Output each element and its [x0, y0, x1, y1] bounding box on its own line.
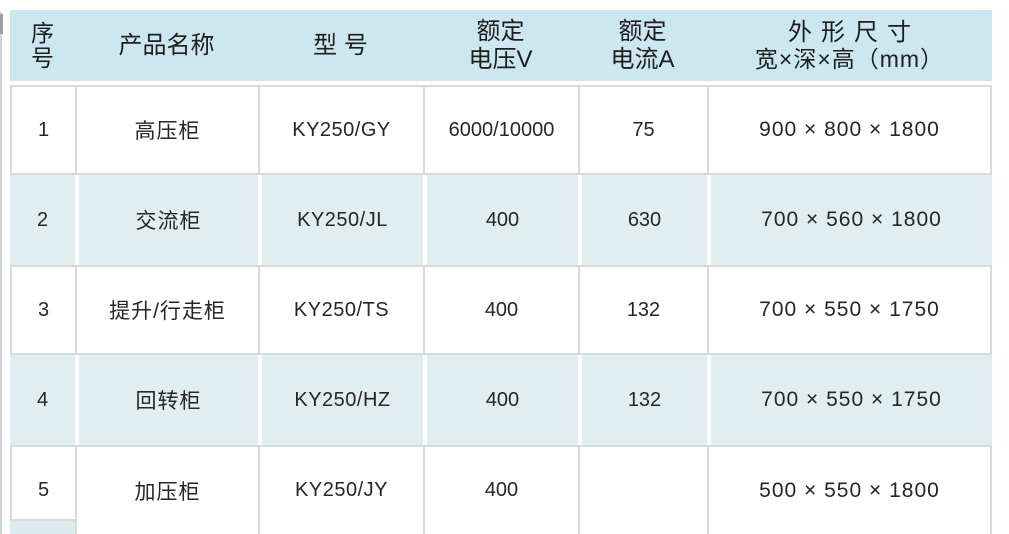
- header-current-line1: 额定: [618, 18, 667, 46]
- cell-model: KY250/HZ: [258, 355, 423, 445]
- cell-serial: 1: [10, 85, 75, 175]
- cell-model: KY250/JY: [258, 445, 423, 534]
- header-cell-rated-voltage: 额定 电压V: [423, 10, 578, 85]
- scan-edge-artifact-dark: [0, 14, 3, 34]
- cell-product: 加压柜: [75, 445, 258, 534]
- header-dimensions-line2: 宽×深×高（mm）: [754, 46, 945, 73]
- header-cell-rated-current: 额定 电流A: [578, 10, 707, 85]
- cell-voltage: 400: [423, 175, 578, 265]
- scan-edge-artifact: [0, 12, 2, 534]
- header-cell-dimensions: 外形尺寸 宽×深×高（mm）: [707, 10, 992, 85]
- cell-voltage: 400: [423, 445, 578, 534]
- cell-current: 132: [578, 265, 707, 355]
- header-voltage-line1: 额定: [476, 18, 525, 46]
- cell-dimensions: 700 × 550 × 1750: [707, 265, 992, 355]
- cell-product: 提升/行走柜: [75, 265, 258, 355]
- cell-serial: 2: [10, 175, 75, 265]
- header-cell-serial: 序 号: [10, 10, 75, 85]
- cell-current: [578, 445, 707, 534]
- header-model-line1: 型 号: [313, 31, 368, 59]
- header-cell-product-name: 产品名称: [75, 10, 258, 85]
- cell-voltage: 400: [423, 355, 578, 445]
- header-serial-line2: 号: [31, 44, 54, 71]
- spec-table: 序 号 产品名称 型 号 额定 电压V 额定 电流A 外形尺寸 宽×深×高（mm: [10, 10, 992, 534]
- cell-current: 132: [578, 355, 707, 445]
- cell-current: 75: [578, 85, 707, 175]
- cell-voltage: 400: [423, 265, 578, 355]
- header-current-line2: 电流A: [610, 45, 675, 73]
- cell-model: KY250/JL: [258, 175, 423, 265]
- cell-model: KY250/TS: [258, 265, 423, 355]
- header-cell-model: 型 号: [258, 10, 423, 85]
- cell-dimensions: 500 × 550 × 1800: [707, 445, 992, 534]
- cell-product: 回转柜: [75, 355, 258, 445]
- cell-dimensions: 900 × 800 × 1800: [707, 85, 992, 175]
- header-serial-line1: 序: [31, 20, 54, 47]
- cell-product: 交流柜: [75, 175, 258, 265]
- cell-voltage: 6000/10000: [423, 85, 578, 175]
- cell-product: 高压柜: [75, 85, 258, 175]
- cell-current: 630: [578, 175, 707, 265]
- cell-dimensions: 700 × 560 × 1800: [707, 175, 992, 265]
- cropped-next-row-artifact: [10, 519, 75, 534]
- header-product-name-line1: 产品名称: [118, 31, 215, 59]
- cell-model: KY250/GY: [258, 85, 423, 175]
- header-dimensions-line1: 外形尺寸: [788, 18, 920, 46]
- cell-dimensions: 700 × 550 × 1750: [707, 355, 992, 445]
- header-voltage-line2: 电压V: [468, 45, 533, 73]
- cell-serial: 3: [10, 265, 75, 355]
- cell-serial: 4: [10, 355, 75, 445]
